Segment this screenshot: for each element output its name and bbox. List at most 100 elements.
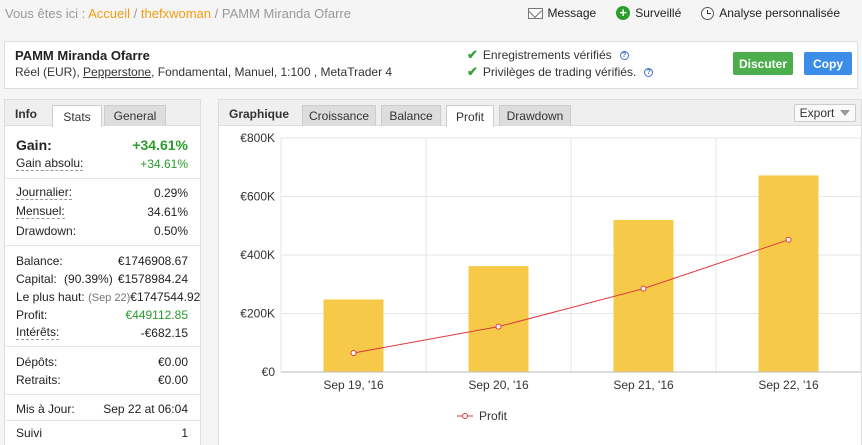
chart-title: Graphique — [229, 107, 290, 121]
interest-value: -€682.15 — [140, 326, 188, 340]
interest-label[interactable]: Intérêts: — [16, 325, 60, 340]
withdrawals-label: Retraits: — [16, 373, 61, 387]
broker-link[interactable]: Pepperstone — [83, 65, 152, 79]
tab-balance[interactable]: Balance — [381, 105, 441, 126]
abs-gain-row: Gain absolu: +34.61% — [16, 157, 188, 171]
profit-point — [495, 323, 502, 330]
equity-value: €1578984.24 — [117, 272, 188, 286]
watch-label: Surveillé — [635, 6, 682, 20]
verified-privileges: ✔ Privilèges de trading vérifiés. ? — [467, 64, 654, 80]
gain-label: Gain: — [16, 137, 52, 153]
divider — [6, 245, 201, 246]
system-desc-prefix: Réel (EUR), — [15, 65, 84, 79]
x-tick-label: Sep 19, '16 — [323, 378, 384, 392]
info-title: Info — [15, 107, 37, 121]
divider — [6, 178, 201, 179]
deposits-label: Dépôts: — [16, 355, 58, 369]
envelope-icon — [527, 7, 543, 19]
profit-chart: €0 €200K €400K €600K €800K Sep 19, '16 Sep 20,… — [240, 131, 861, 423]
highest-row: Le plus haut: (Sep 22) €1747544.92 — [16, 290, 200, 304]
withdrawals-row: Retraits: €0.00 — [16, 373, 188, 387]
updated-value: Sep 22 at 06:04 — [103, 402, 188, 416]
top-bar: Vous êtes ici : Accueil / thefxwoman / P… — [0, 0, 862, 30]
plus-icon: + — [616, 6, 631, 20]
system-description: Réel (EUR), Pepperstone, Fondamental, Ma… — [15, 65, 392, 79]
balance-value: €1746908.67 — [117, 254, 188, 268]
bar — [468, 266, 529, 372]
profit-row: Profit: €449112.85 — [16, 308, 188, 322]
legend-label: Profit — [479, 409, 508, 423]
profit-value: €449112.85 — [125, 308, 188, 322]
tracking-label: Suivi — [16, 426, 43, 440]
drawdown-row: Drawdown: 0.50% — [16, 224, 188, 238]
equity-label-text: Capital: — [16, 272, 57, 286]
highest-value: €1747544.92 — [130, 290, 201, 304]
withdrawals-value: €0.00 — [157, 373, 188, 387]
system-name: PAMM Miranda Ofarre — [15, 48, 150, 63]
tab-growth[interactable]: Croissance — [302, 105, 376, 126]
bar — [613, 219, 674, 372]
gain-row: Gain: +34.61% — [16, 137, 188, 153]
divider — [6, 346, 201, 347]
export-label: Export — [799, 106, 835, 120]
drawdown-label: Drawdown: — [16, 224, 77, 238]
export-button[interactable]: Export — [794, 104, 856, 122]
x-tick-label: Sep 20, '16 — [468, 378, 529, 392]
abs-gain-label[interactable]: Gain absolu: — [16, 156, 84, 171]
interest-row: Intérêts: -€682.15 — [16, 326, 188, 340]
divider — [6, 394, 201, 395]
tab-stats[interactable]: Stats — [52, 105, 102, 127]
highest-label: Le plus haut: (Sep 22) — [16, 290, 130, 304]
monthly-row: Mensuel: 34.61% — [16, 205, 188, 219]
y-tick-label: €200K — [240, 307, 275, 321]
tab-profit[interactable]: Profit — [446, 105, 494, 127]
breadcrumb-prefix: Vous êtes ici : — [5, 6, 86, 21]
help-icon[interactable]: ? — [619, 50, 629, 60]
y-tick-label: €600K — [240, 190, 275, 204]
equity-row: Capital: (90.39%) €1578984.24 — [16, 272, 188, 286]
equity-pct: (90.39%) — [64, 272, 113, 286]
profit-point — [350, 349, 357, 356]
legend-marker — [462, 413, 468, 419]
verified-track-record: ✔ Enregistrements vérifiés ? — [467, 47, 629, 63]
custom-analysis-button[interactable]: Analyse personnalisée — [701, 6, 840, 20]
profit-point — [785, 236, 792, 243]
message-button[interactable]: Message — [527, 6, 596, 20]
check-icon: ✔ — [467, 47, 478, 62]
divider — [6, 420, 201, 421]
tracking-row: Suivi 1 — [16, 426, 188, 440]
tab-drawdown[interactable]: Drawdown — [499, 105, 571, 126]
x-tick-label: Sep 21, '16 — [613, 378, 674, 392]
breadcrumb-home-link[interactable]: Accueil — [88, 6, 131, 21]
system-header: PAMM Miranda Ofarre Réel (EUR), Pepperst… — [4, 41, 858, 89]
highest-label-text: Le plus haut: — [16, 290, 85, 304]
system-desc-suffix: , Fondamental, Manuel, 1:100 , MetaTrade… — [151, 65, 393, 79]
clock-icon — [701, 6, 715, 20]
deposits-row: Dépôts: €0.00 — [16, 355, 188, 369]
updated-label: Mis à Jour: — [16, 402, 75, 416]
equity-label: Capital: (90.39%) — [16, 272, 113, 286]
breadcrumb-current: PAMM Miranda Ofarre — [221, 6, 351, 21]
help-icon[interactable]: ? — [644, 67, 654, 77]
daily-value: 0.29% — [153, 186, 188, 200]
verified-track-label: Enregistrements vérifiés — [482, 48, 612, 62]
y-tick-label: €800K — [240, 131, 275, 145]
watch-button[interactable]: + Surveillé — [616, 6, 681, 20]
info-panel: Info Stats General Gain: +34.61% Gain ab… — [4, 99, 201, 445]
monthly-label[interactable]: Mensuel: — [16, 204, 65, 219]
y-tick-label: €0 — [262, 365, 276, 379]
verified-privileges-label: Privilèges de trading vérifiés. — [482, 65, 637, 79]
gain-value: +34.61% — [132, 137, 188, 153]
breadcrumb-user-link[interactable]: thefxwoman — [140, 6, 212, 21]
copy-button[interactable]: Copy — [804, 52, 852, 75]
bar — [323, 299, 384, 372]
daily-label[interactable]: Journalier: — [16, 185, 73, 200]
tab-general[interactable]: General — [104, 105, 166, 126]
top-actions: Message + Surveillé Analyse personnalisé… — [527, 6, 840, 20]
y-tick-label: €400K — [240, 248, 275, 262]
discuss-button[interactable]: Discuter — [733, 52, 793, 75]
bar — [758, 175, 819, 372]
updated-row: Mis à Jour: Sep 22 at 06:04 — [16, 402, 188, 416]
x-tick-label: Sep 22, '16 — [758, 378, 819, 392]
info-tabs: Info Stats General — [5, 100, 200, 127]
